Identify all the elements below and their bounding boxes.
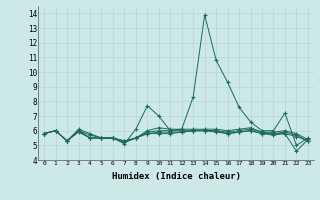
X-axis label: Humidex (Indice chaleur): Humidex (Indice chaleur) (111, 172, 241, 181)
